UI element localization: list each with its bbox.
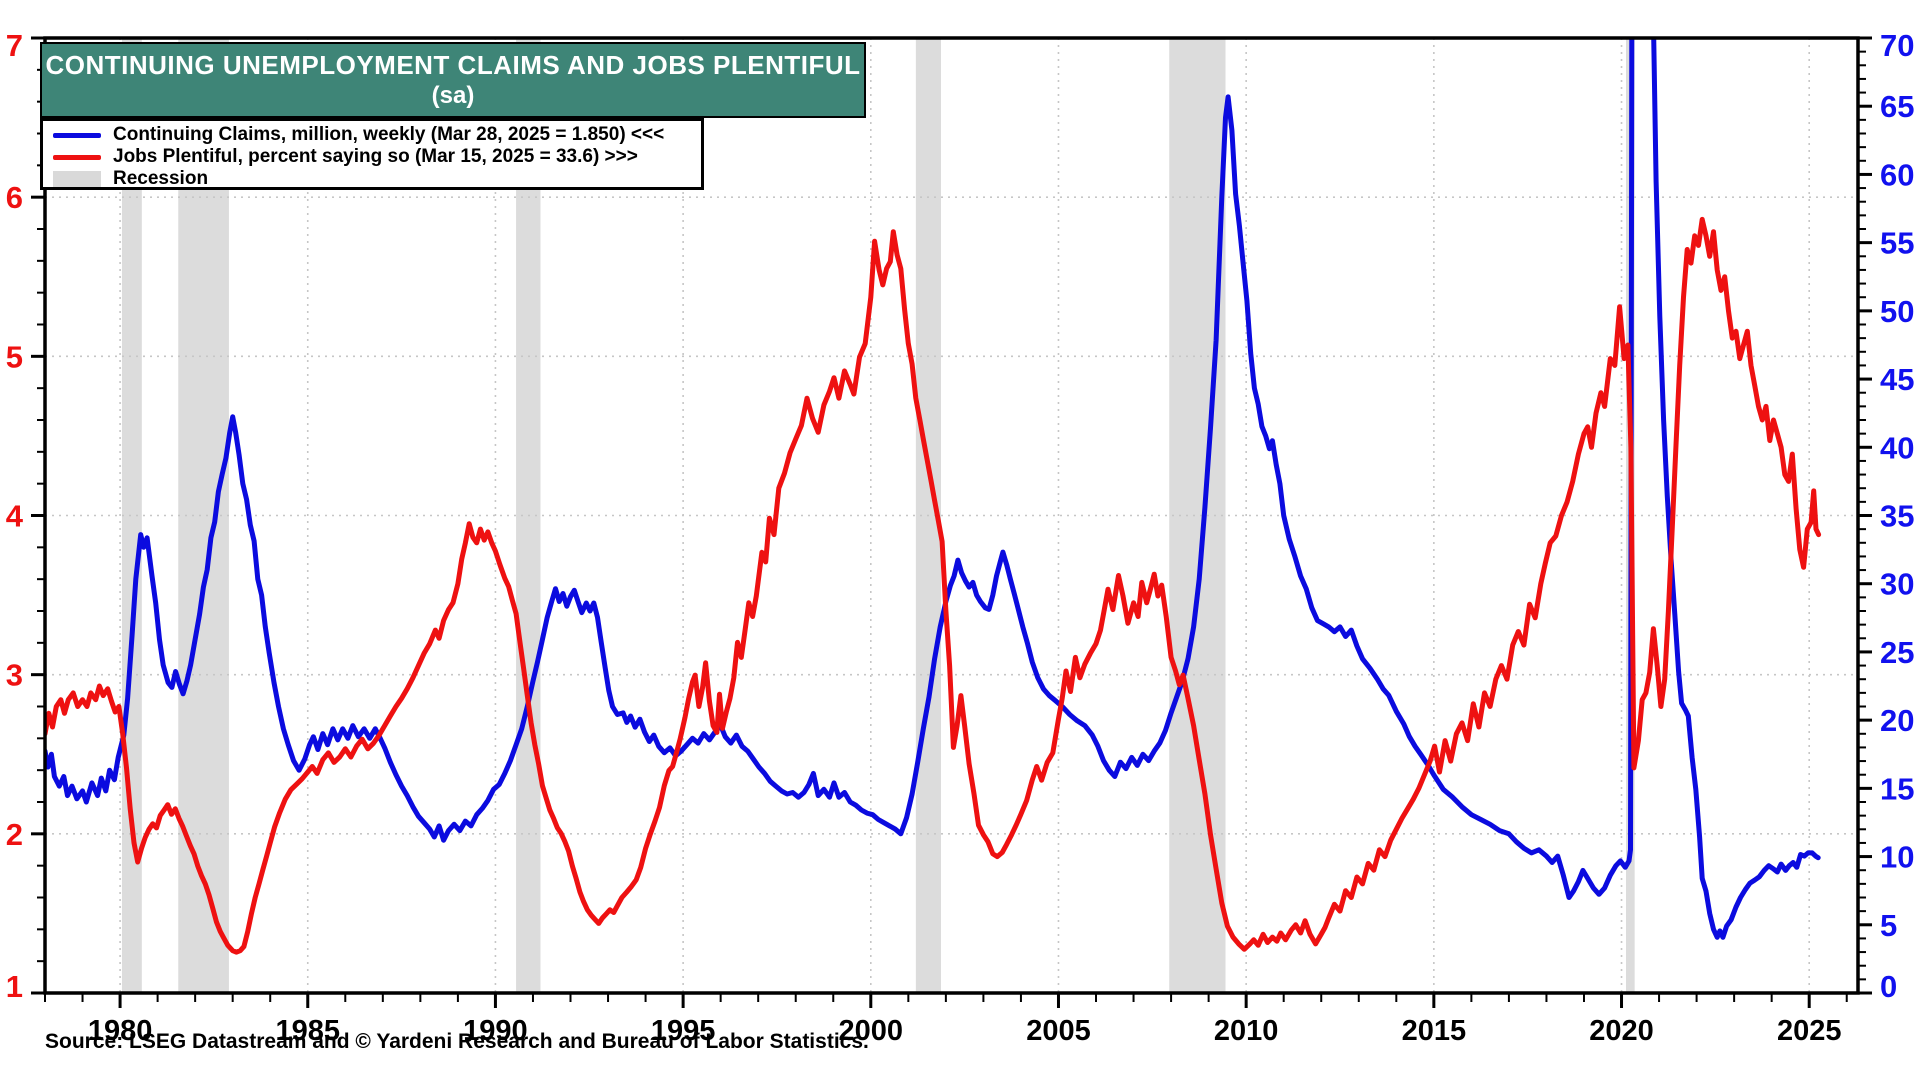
svg-text:2020: 2020 <box>1589 1015 1654 1047</box>
legend-label: Recession <box>113 168 209 189</box>
legend-label: Jobs Plentiful, percent saying so (Mar 1… <box>113 146 638 167</box>
svg-text:2005: 2005 <box>1026 1015 1091 1047</box>
source-attribution: Source: LSEG Datastream and © Yardeni Re… <box>45 1030 869 1053</box>
svg-text:4: 4 <box>6 499 24 534</box>
chart-title-bar: CONTINUING UNEMPLOYMENT CLAIMS AND JOBS … <box>40 42 866 118</box>
svg-text:60: 60 <box>1880 157 1914 192</box>
svg-text:10: 10 <box>1880 840 1914 875</box>
svg-text:2015: 2015 <box>1402 1015 1467 1047</box>
legend-label: Continuing Claims, million, weekly (Mar … <box>113 124 665 145</box>
svg-text:50: 50 <box>1880 294 1914 329</box>
svg-text:0: 0 <box>1880 969 1897 1004</box>
svg-text:7: 7 <box>6 28 23 63</box>
axis-labels: 1980 1985 1990 1995 2000 2005 2010 2015 2020 2025… <box>6 28 1915 1047</box>
svg-text:6: 6 <box>6 180 23 215</box>
jobs-plentiful-line <box>45 216 1822 955</box>
svg-text:2025: 2025 <box>1777 1015 1842 1047</box>
svg-text:30: 30 <box>1880 567 1914 602</box>
legend: Continuing Claims, million, weekly (Mar … <box>40 118 704 190</box>
svg-text:1995: 1995 <box>651 1015 716 1047</box>
svg-text:65: 65 <box>1880 89 1914 124</box>
svg-text:1: 1 <box>6 969 23 1004</box>
legend-item-jobs-plentiful: Jobs Plentiful, percent saying so (Mar 1… <box>53 146 701 168</box>
svg-text:1985: 1985 <box>275 1015 340 1047</box>
legend-item-continuing-claims: Continuing Claims, million, weekly (Mar … <box>53 124 701 146</box>
axis-ticks <box>31 36 1872 1008</box>
svg-text:20: 20 <box>1880 703 1914 738</box>
svg-text:45: 45 <box>1880 362 1914 397</box>
red-line-swatch-icon <box>53 154 101 160</box>
svg-text:35: 35 <box>1880 499 1914 534</box>
chart-title: CONTINUING UNEMPLOYMENT CLAIMS AND JOBS … <box>45 50 861 81</box>
svg-text:40: 40 <box>1880 430 1914 465</box>
svg-text:2: 2 <box>6 817 23 852</box>
svg-text:2000: 2000 <box>839 1015 904 1047</box>
svg-text:70: 70 <box>1880 28 1914 63</box>
svg-text:5: 5 <box>1880 908 1897 943</box>
recession-swatch-icon <box>53 171 101 187</box>
svg-text:25: 25 <box>1880 635 1914 670</box>
chart-subtitle: (sa) <box>431 81 475 109</box>
svg-text:2010: 2010 <box>1214 1015 1279 1047</box>
svg-text:3: 3 <box>6 658 23 693</box>
svg-text:5: 5 <box>6 339 23 374</box>
blue-line-swatch-icon <box>53 132 101 138</box>
svg-text:15: 15 <box>1880 771 1914 806</box>
svg-text:1990: 1990 <box>463 1015 528 1047</box>
continuing-claims-line <box>45 38 1821 940</box>
svg-text:1980: 1980 <box>88 1015 153 1047</box>
legend-item-recession: Recession <box>53 168 701 190</box>
svg-text:55: 55 <box>1880 226 1914 261</box>
